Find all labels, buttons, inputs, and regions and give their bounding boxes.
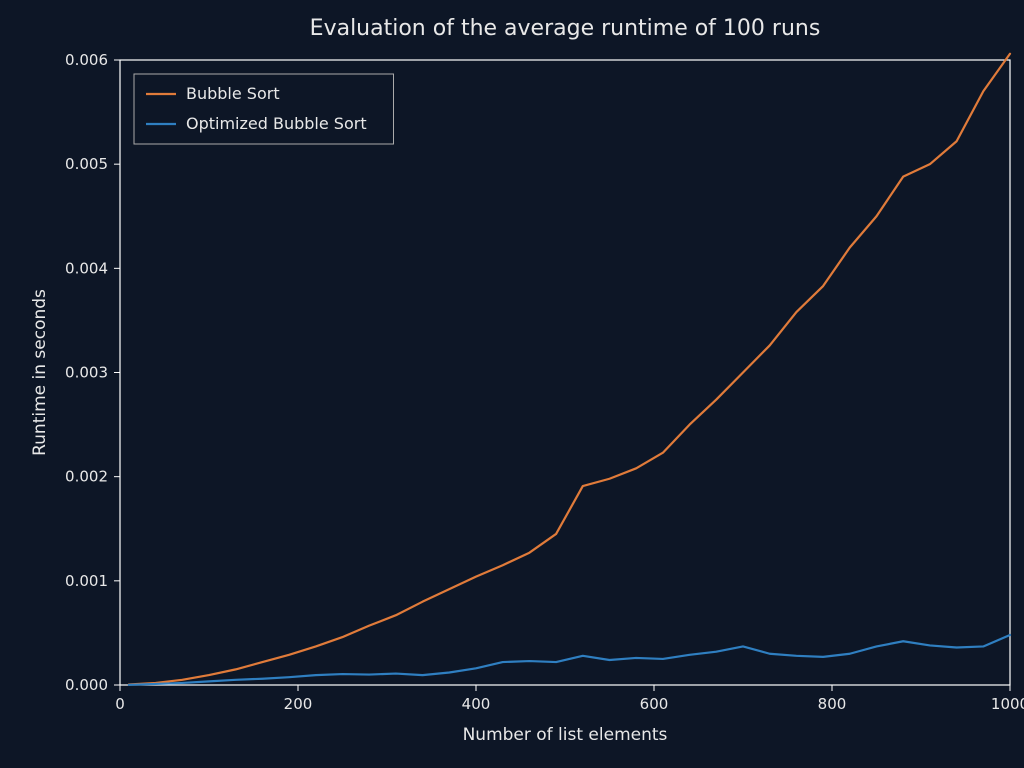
legend-label: Optimized Bubble Sort	[186, 114, 367, 133]
x-tick-label: 1000	[991, 695, 1024, 713]
y-tick-label: 0.002	[65, 468, 108, 486]
y-tick-label: 0.000	[65, 676, 108, 694]
plot-area	[120, 60, 1010, 685]
y-axis-label: Runtime in seconds	[30, 289, 50, 456]
x-tick-label: 0	[115, 695, 125, 713]
y-tick-label: 0.001	[65, 572, 108, 590]
x-tick-label: 200	[284, 695, 313, 713]
x-tick-label: 400	[462, 695, 491, 713]
x-tick-label: 600	[640, 695, 669, 713]
legend-label: Bubble Sort	[186, 84, 280, 103]
y-tick-label: 0.004	[65, 259, 108, 277]
x-axis-label: Number of list elements	[463, 725, 668, 745]
chart-title: Evaluation of the average runtime of 100…	[310, 16, 821, 41]
x-tick-label: 800	[818, 695, 847, 713]
chart-container: 0 200 400 600 800 1000 0.000 0.001 0.002 0.003 0.0…	[0, 0, 1024, 768]
y-tick-label: 0.003	[65, 364, 108, 382]
y-tick-label: 0.005	[65, 155, 108, 173]
y-tick-label: 0.006	[65, 51, 108, 69]
line-chart: 0 200 400 600 800 1000 0.000 0.001 0.002 0.003 0.0…	[0, 0, 1024, 768]
